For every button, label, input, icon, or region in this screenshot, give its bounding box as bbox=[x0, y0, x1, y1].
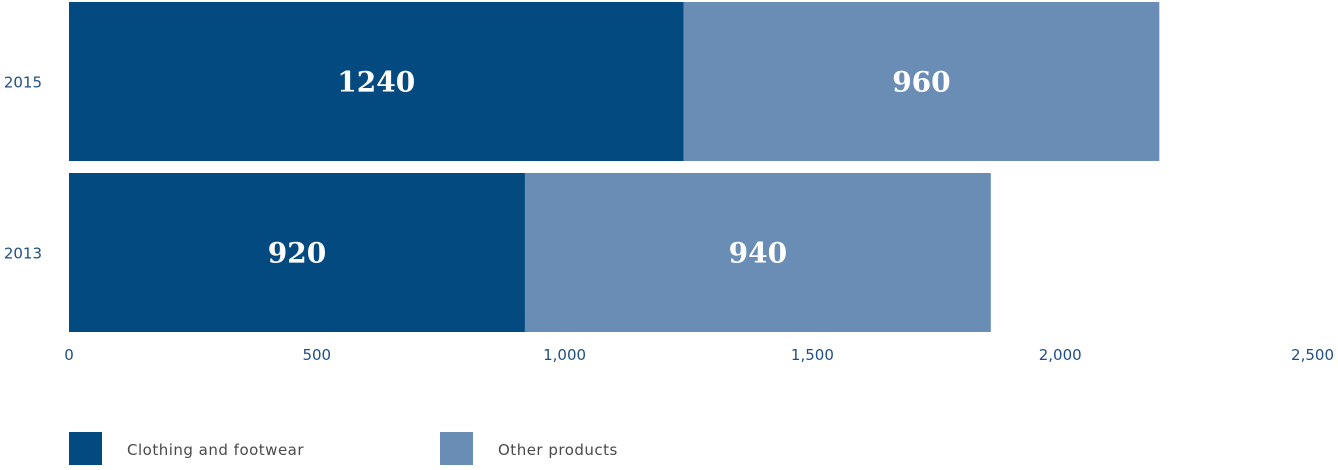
x-tick-label: 500 bbox=[302, 346, 331, 364]
bar-2013-series-1 bbox=[524, 173, 991, 332]
category-label-2013: 2013 bbox=[4, 245, 42, 263]
bar-2015-series-0 bbox=[69, 2, 684, 161]
bar-value-label: 920 bbox=[268, 237, 326, 270]
category-labels: 2015 2013 bbox=[4, 74, 42, 263]
bar-value-labels: 1240 960 920 940 bbox=[268, 66, 951, 270]
bar-value-label: 960 bbox=[892, 66, 950, 99]
x-tick-label: 1,500 bbox=[791, 346, 834, 364]
x-tick-label: 1,000 bbox=[543, 346, 586, 364]
bar-2015-series-1 bbox=[683, 2, 1160, 161]
x-axis-tick-labels: 0 500 1,000 1,500 2,000 2,500 bbox=[64, 346, 1334, 364]
bar-2013-series-0 bbox=[69, 173, 525, 332]
x-tick-label: 0 bbox=[64, 346, 74, 364]
bars-group bbox=[69, 2, 1160, 332]
legend-label-0: Clothing and footwear bbox=[127, 441, 304, 459]
legend-swatch-0 bbox=[69, 432, 102, 465]
bar-value-label: 1240 bbox=[337, 66, 415, 99]
legend: Clothing and footwear Other products bbox=[69, 432, 618, 465]
bar-value-label: 940 bbox=[729, 237, 787, 270]
x-tick-label: 2,500 bbox=[1291, 346, 1334, 364]
legend-label-1: Other products bbox=[498, 441, 618, 459]
legend-swatch-1 bbox=[440, 432, 473, 465]
category-label-2015: 2015 bbox=[4, 74, 42, 92]
x-tick-label: 2,000 bbox=[1039, 346, 1082, 364]
